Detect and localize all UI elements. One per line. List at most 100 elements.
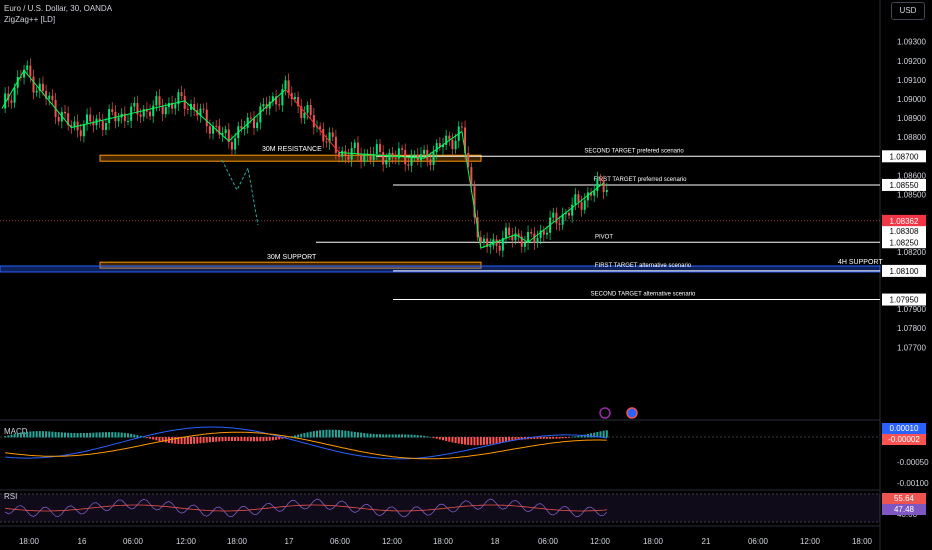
macd-histogram-bar: [180, 437, 183, 445]
macd-histogram-bar: [101, 432, 104, 438]
macd-histogram-bar: [92, 432, 95, 438]
candle-body: [45, 90, 48, 99]
macd-histogram-bar: [130, 433, 133, 438]
macd-histogram-bar: [293, 435, 296, 438]
candle-body: [300, 106, 303, 119]
candle-body: [530, 231, 533, 234]
candle-body: [253, 118, 255, 129]
macd-histogram-bar: [533, 437, 536, 439]
macd-histogram-bar: [545, 437, 548, 439]
macd-histogram-bar: [300, 433, 303, 438]
macd-histogram-bar: [432, 437, 435, 439]
candle-body: [391, 152, 394, 158]
macd-histogram-bar: [552, 437, 555, 439]
macd-histogram-bar: [492, 437, 495, 444]
macd-histogram-bar: [319, 430, 322, 438]
indicator-label[interactable]: ZigZag++ [LD]: [4, 15, 56, 24]
level-price-value: 1.08550: [890, 181, 919, 190]
macd-line: [5, 426, 607, 460]
macd-histogram-bar: [205, 437, 208, 443]
macd-histogram-bar: [451, 437, 454, 443]
time-tick-label: 06:00: [330, 537, 351, 546]
time-tick-label: 12:00: [590, 537, 611, 546]
macd-histogram-bar: [366, 433, 369, 438]
candle-body: [419, 154, 422, 161]
candle-body: [372, 153, 375, 160]
candle-body: [152, 105, 155, 117]
time-tick-label: 06:00: [123, 537, 144, 546]
candle-body: [284, 80, 287, 90]
candle-body: [593, 191, 596, 196]
macd-histogram-bar: [353, 431, 356, 438]
macd-histogram-bar: [590, 433, 593, 438]
macd-histogram-bar: [514, 437, 517, 441]
bid-tag: [882, 226, 926, 238]
macd-histogram-bar: [341, 430, 344, 438]
macd-histogram-bar: [328, 429, 331, 438]
macd-histogram-bar: [571, 436, 574, 438]
support-label: 30M SUPPORT: [267, 254, 317, 261]
rsi-value-tag: [882, 493, 926, 504]
macd-histogram-bar: [382, 434, 385, 438]
macd-histogram-bar: [221, 437, 224, 442]
candle-body: [322, 128, 325, 142]
macd-histogram-bar: [136, 435, 139, 438]
macd-histogram-bar: [334, 429, 337, 438]
candle-body: [306, 104, 309, 113]
candle-body: [205, 109, 208, 127]
macd-histogram-bar: [38, 431, 41, 438]
candle-body: [552, 212, 555, 218]
macd-histogram-bar: [568, 437, 570, 438]
candle-body: [246, 117, 249, 128]
bid-value: 1.08308: [890, 227, 919, 236]
flag-icon: [626, 407, 638, 419]
macd-histogram-bar: [476, 437, 479, 446]
currency-button[interactable]: USD: [891, 2, 925, 20]
macd-histogram-bar: [599, 431, 602, 438]
candle-body: [48, 95, 51, 99]
zigzag-segment: [480, 234, 516, 249]
price-tick-label: 1.09000: [897, 95, 926, 104]
candle-body: [136, 102, 139, 115]
rsi-line: [4, 498, 608, 518]
candle-body: [520, 236, 523, 247]
macd-histogram-bar: [48, 431, 51, 438]
price-tick-label: 1.08800: [897, 133, 926, 142]
macd-histogram-bar: [391, 434, 394, 438]
time-tick-label: 18:00: [643, 537, 664, 546]
macd-histogram-bar: [486, 437, 489, 445]
price-tick-label: 1.08500: [897, 191, 926, 200]
candle-body: [89, 114, 92, 122]
macd-histogram-bar: [508, 437, 511, 442]
macd-histogram-bar: [495, 437, 498, 444]
macd-histogram-bar: [426, 436, 429, 438]
macd-histogram-bar: [202, 437, 205, 443]
macd-histogram-bar: [401, 434, 404, 438]
macd-histogram-bar: [360, 432, 363, 438]
candle-body: [360, 154, 363, 162]
macd-histogram-bar: [215, 437, 218, 442]
candle-body: [602, 180, 605, 193]
macd-histogram-bar: [549, 437, 552, 439]
candle-body: [451, 139, 454, 150]
macd-histogram-bar: [530, 437, 533, 440]
candle-body: [319, 126, 322, 129]
macd-histogram-bar: [464, 437, 467, 445]
macd-histogram-bar: [190, 437, 192, 445]
price-tick-label: 1.07900: [897, 305, 926, 314]
candle-body: [369, 153, 372, 160]
macd-histogram-bar: [265, 437, 268, 441]
macd-histogram-bar: [416, 435, 419, 438]
macd-histogram-bar: [413, 434, 416, 438]
rsi-ma-line: [5, 504, 607, 512]
price-tick-label: 1.08200: [897, 248, 926, 257]
macd-histogram-bar: [574, 436, 577, 438]
candle-body: [397, 148, 400, 159]
macd-histogram-bar: [564, 437, 567, 439]
candle-body: [193, 103, 196, 111]
time-tick-label: 12:00: [382, 537, 403, 546]
candle-body: [79, 130, 82, 137]
candle-body: [86, 114, 89, 125]
candle-body: [278, 104, 281, 106]
macd-histogram-bar: [51, 431, 54, 438]
